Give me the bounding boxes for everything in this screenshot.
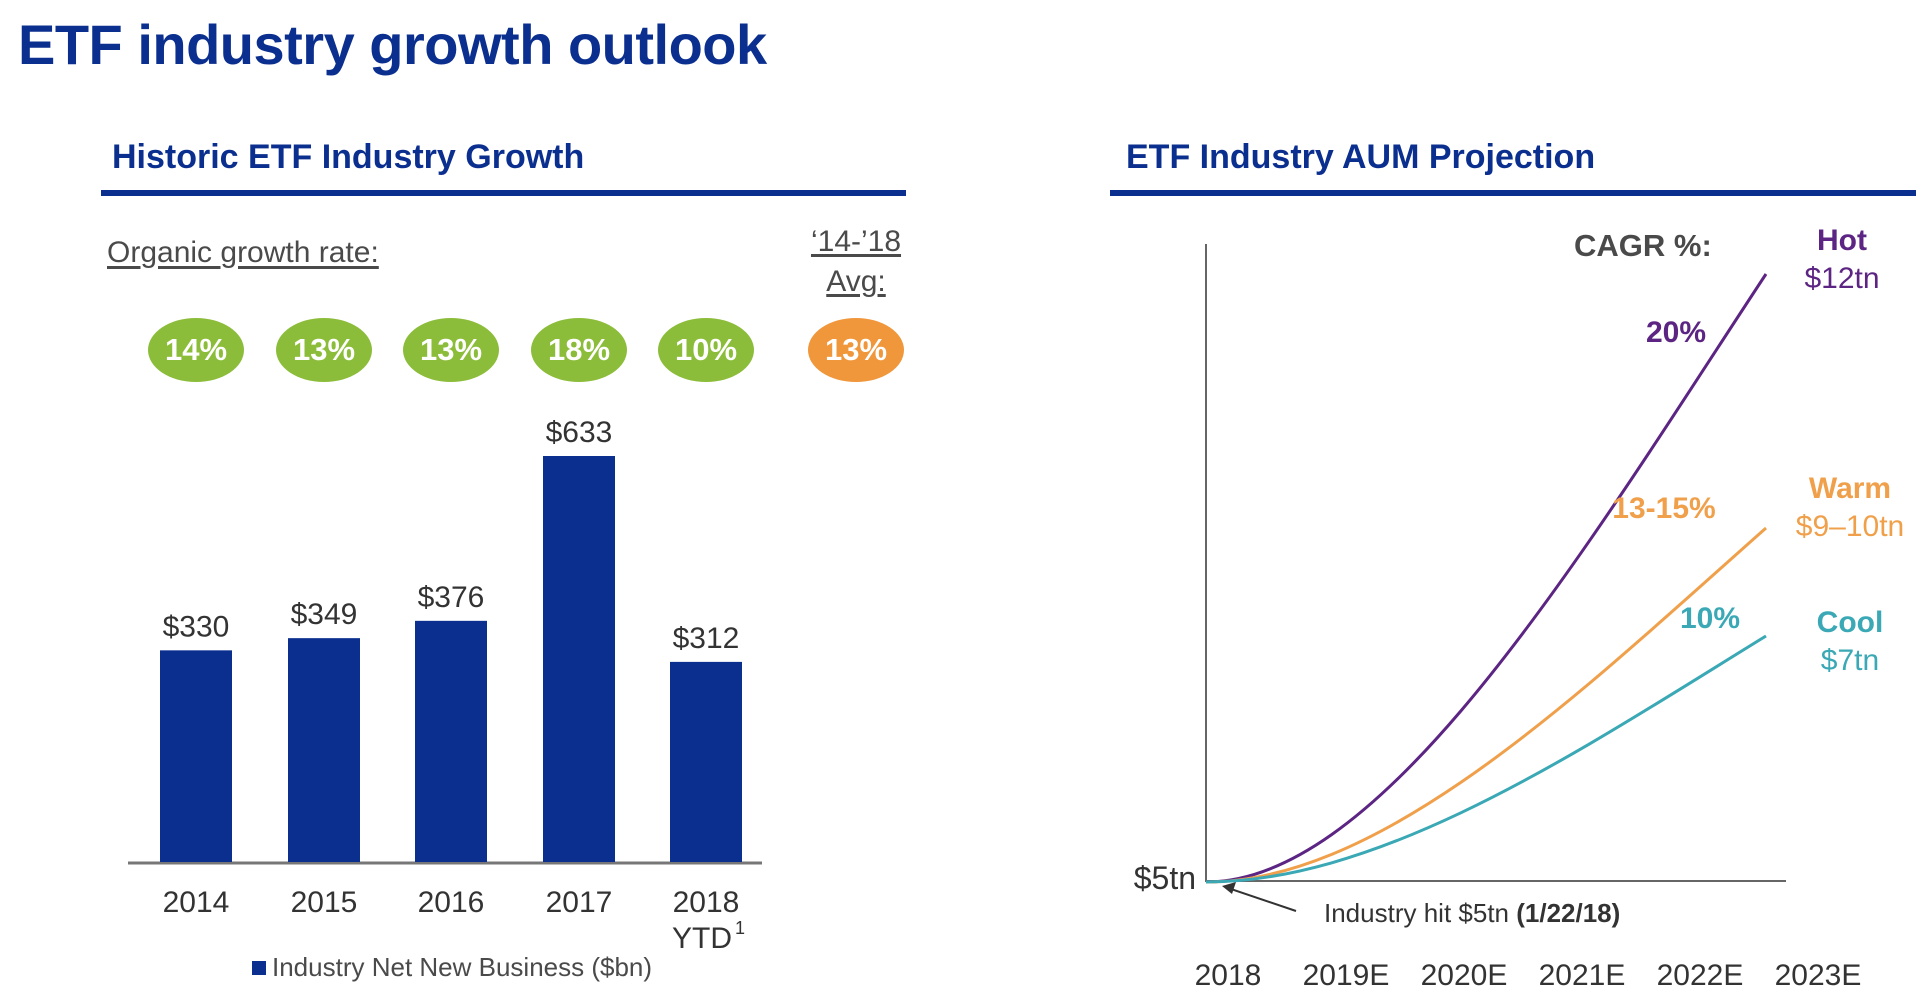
- scenario-name-warm: Warm: [1809, 472, 1891, 505]
- legend-label: Industry Net New Business ($bn): [272, 952, 653, 982]
- line-x-tick-label: 2020E: [1421, 959, 1508, 992]
- bar-footnote: 1: [735, 918, 745, 938]
- annotation-text: Industry hit $5tn (1/22/18): [1324, 898, 1620, 928]
- annotation-text-date: (1/22/18): [1516, 898, 1620, 928]
- bar-2016: [415, 620, 487, 862]
- cagr-value-cool: 10%: [1680, 602, 1740, 635]
- line-x-tick-label: 2018: [1195, 959, 1262, 992]
- page-title: ETF industry growth outlook: [18, 13, 767, 76]
- bar-category-sublabel: YTD: [672, 922, 732, 955]
- annotation-text-main: Industry hit $5tn: [1324, 898, 1516, 928]
- legend-swatch: [252, 960, 266, 975]
- line-y-label: $5tn: [1134, 860, 1196, 896]
- series-line-cool: [1205, 634, 1767, 884]
- line-x-tick-label: 2023E: [1775, 959, 1862, 992]
- growth-rate-pill-1: 13%: [276, 318, 372, 382]
- bar-category-label: 2014: [163, 886, 230, 919]
- bar-legend: Industry Net New Business ($bn): [252, 952, 652, 983]
- cagr-label: CAGR %:: [1574, 228, 1712, 263]
- left-panel-title: Historic ETF Industry Growth: [112, 138, 585, 176]
- bar-value-label: $633: [546, 416, 613, 449]
- cagr-value-hot: 20%: [1646, 316, 1706, 349]
- scenario-name-hot: Hot: [1817, 224, 1867, 257]
- bar-value-label: $376: [418, 581, 485, 614]
- right-title-rule: [1110, 190, 1916, 196]
- scenario-value-cool: $7tn: [1821, 644, 1879, 677]
- bar-2017: [543, 456, 615, 862]
- scenario-name-cool: Cool: [1817, 606, 1884, 639]
- growth-rate-pill-4: 10%: [658, 318, 754, 382]
- growth-rate-pill-3: 18%: [531, 318, 627, 382]
- bar-2018: [670, 661, 742, 862]
- scenario-value-warm: $9–10tn: [1796, 510, 1904, 543]
- avg-label-text: Avg:: [826, 265, 886, 298]
- series-line-hot: [1205, 273, 1768, 884]
- right-panel-title: ETF Industry AUM Projection: [1126, 138, 1596, 176]
- bar-value-label: $312: [673, 622, 740, 655]
- growth-rate-pill-2: 13%: [403, 318, 499, 382]
- bar-value-label: $349: [291, 598, 358, 631]
- bar-category-label: 2018: [673, 886, 740, 919]
- left-title-rule: [101, 190, 906, 196]
- avg-label: ‘14-’18 Avg:: [796, 222, 916, 302]
- bar-category-label: 2015: [291, 886, 358, 919]
- bar-category-label: 2016: [418, 886, 485, 919]
- organic-growth-label: Organic growth rate:: [107, 236, 379, 269]
- scenario-value-hot: $12tn: [1804, 262, 1879, 295]
- line-x-tick-label: 2021E: [1539, 959, 1626, 992]
- growth-rate-pill-0: 14%: [148, 318, 244, 382]
- bar-2015: [288, 638, 360, 862]
- series-line-warm: [1205, 526, 1767, 884]
- avg-label-years: ‘14-’18: [810, 225, 902, 258]
- bar-2014: [160, 650, 232, 862]
- line-x-tick-label: 2019E: [1303, 959, 1390, 992]
- line-x-tick-label: 2022E: [1657, 959, 1744, 992]
- bar-category-label: 2017: [546, 886, 613, 919]
- annotation-arrow-head: [1222, 882, 1236, 894]
- annotation-arrow-line: [1227, 887, 1297, 912]
- cagr-value-warm: 13-15%: [1612, 492, 1715, 525]
- avg-growth-pill: 13%: [808, 318, 904, 382]
- bar-value-label: $330: [163, 610, 230, 643]
